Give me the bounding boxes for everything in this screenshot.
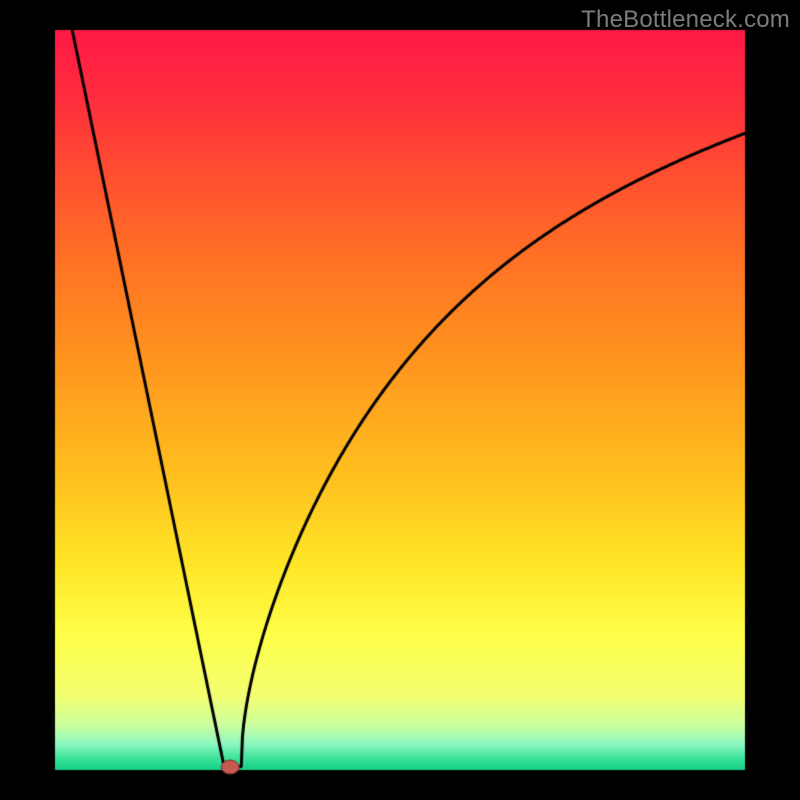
- watermark-text: TheBottleneck.com: [581, 6, 790, 34]
- chart-canvas: [0, 0, 800, 800]
- chart-container: TheBottleneck.com: [0, 0, 800, 800]
